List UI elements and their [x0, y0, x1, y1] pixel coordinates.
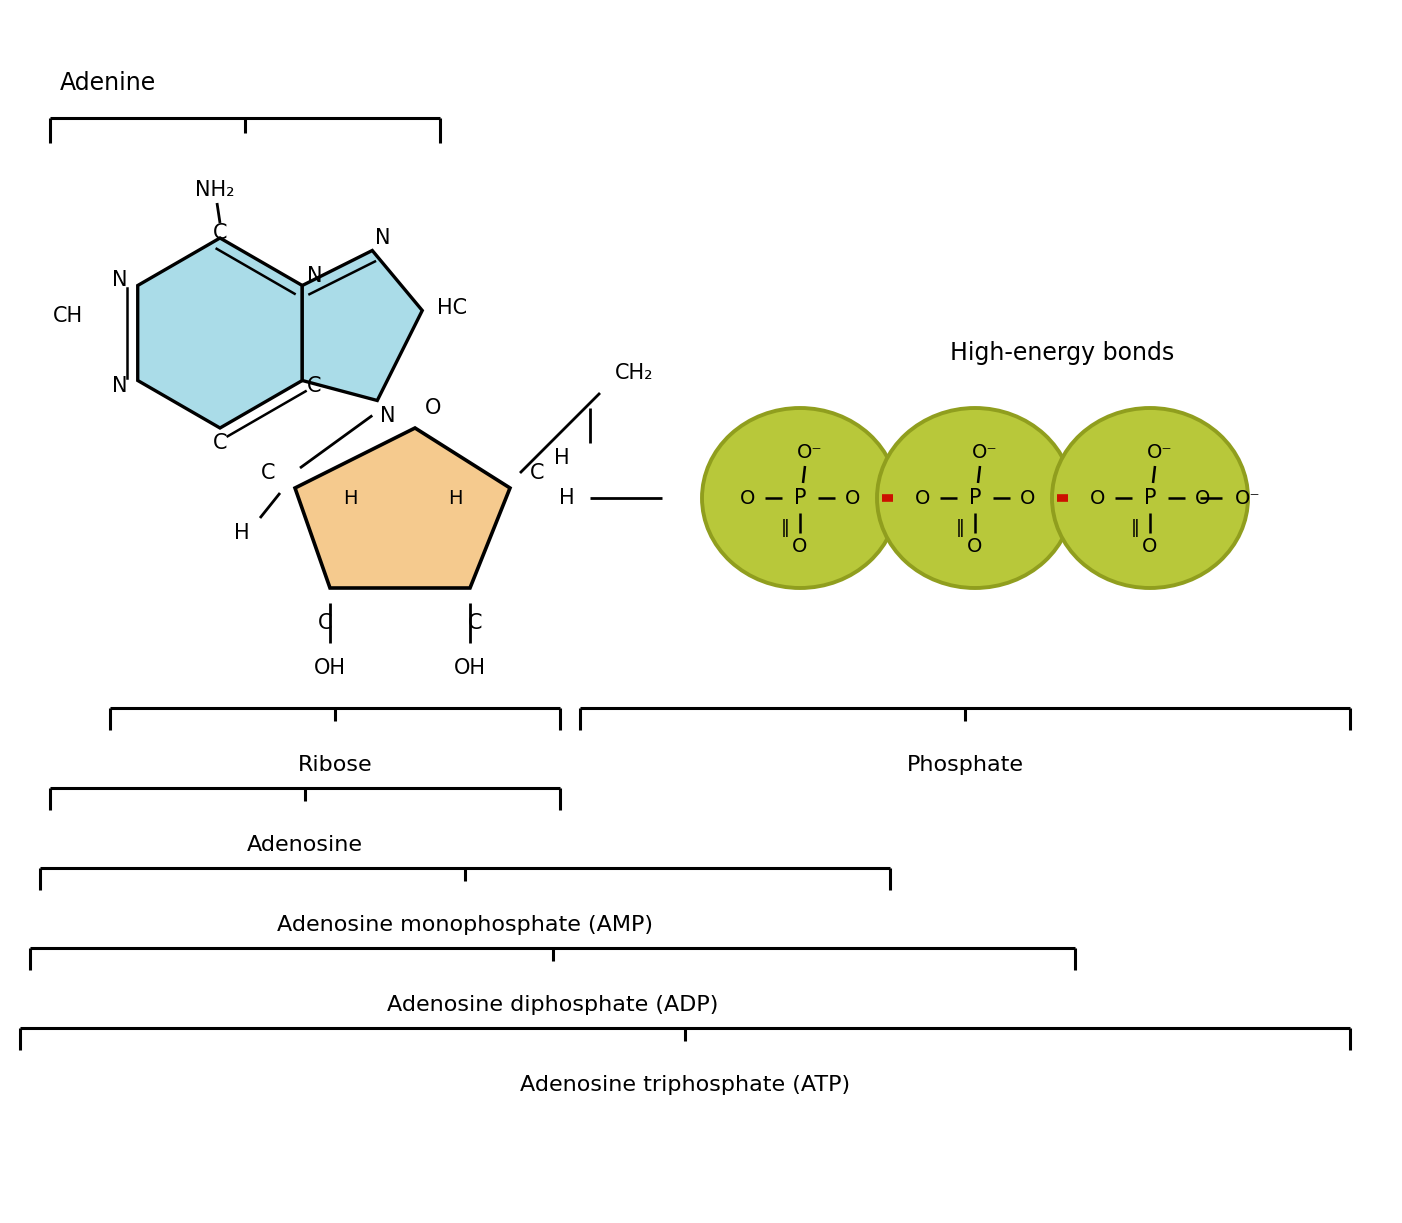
Text: O: O — [1143, 537, 1158, 555]
Text: Adenosine: Adenosine — [247, 835, 363, 855]
Text: CH₂: CH₂ — [615, 363, 653, 383]
Text: HC: HC — [437, 298, 467, 318]
Text: NH₂: NH₂ — [195, 180, 234, 201]
Text: Adenosine monophosphate (AMP): Adenosine monophosphate (AMP) — [278, 915, 653, 936]
Text: O: O — [740, 488, 756, 508]
Text: H: H — [559, 488, 575, 508]
Text: Phosphate: Phosphate — [907, 755, 1023, 775]
Text: H: H — [554, 448, 571, 468]
Text: High-energy bonds: High-energy bonds — [951, 341, 1175, 364]
Ellipse shape — [702, 408, 899, 588]
Text: H: H — [342, 488, 358, 508]
Text: C: C — [318, 613, 332, 634]
Text: O⁻: O⁻ — [972, 444, 998, 462]
Text: N: N — [112, 270, 128, 291]
Text: P: P — [794, 488, 806, 508]
Text: Adenosine triphosphate (ATP): Adenosine triphosphate (ATP) — [520, 1075, 850, 1095]
Text: O: O — [1195, 488, 1210, 508]
Text: C: C — [468, 613, 482, 634]
Text: N: N — [307, 265, 322, 285]
Text: O: O — [914, 488, 930, 508]
Text: O⁻: O⁻ — [798, 444, 823, 462]
Text: O: O — [845, 488, 861, 508]
Text: O: O — [1021, 488, 1035, 508]
Text: OH: OH — [314, 658, 346, 678]
Text: OH: OH — [454, 658, 486, 678]
Text: O⁻: O⁻ — [1147, 444, 1173, 462]
Text: O⁻: O⁻ — [1235, 488, 1260, 508]
Polygon shape — [137, 238, 303, 428]
Text: C: C — [530, 464, 544, 483]
Text: ‖: ‖ — [956, 519, 965, 537]
Text: O: O — [967, 537, 983, 555]
Ellipse shape — [878, 408, 1073, 588]
Text: Adenine: Adenine — [60, 71, 156, 95]
Text: O: O — [792, 537, 808, 555]
Polygon shape — [294, 428, 510, 588]
Text: O: O — [425, 397, 442, 418]
Text: C: C — [261, 464, 275, 483]
Text: Ribose: Ribose — [297, 755, 373, 775]
Polygon shape — [303, 251, 422, 400]
Text: C: C — [213, 433, 227, 453]
Text: P: P — [969, 488, 981, 508]
Text: P: P — [1144, 488, 1157, 508]
Text: H: H — [234, 523, 250, 543]
Text: CH: CH — [53, 306, 83, 325]
Ellipse shape — [1052, 408, 1248, 588]
Text: ‖: ‖ — [781, 519, 789, 537]
Text: Adenosine diphosphate (ADP): Adenosine diphosphate (ADP) — [387, 996, 718, 1015]
Text: N: N — [380, 406, 395, 426]
Text: ‖: ‖ — [1130, 519, 1140, 537]
Text: C: C — [307, 375, 322, 395]
Text: O: O — [1089, 488, 1105, 508]
Text: H: H — [447, 488, 463, 508]
Text: N: N — [112, 375, 128, 395]
Text: C: C — [213, 223, 227, 243]
Text: N: N — [376, 229, 391, 248]
